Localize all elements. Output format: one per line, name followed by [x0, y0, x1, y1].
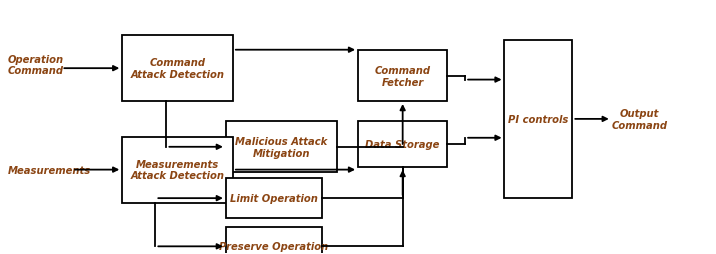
Text: Limit Operation: Limit Operation: [230, 193, 318, 203]
FancyBboxPatch shape: [358, 51, 448, 102]
FancyBboxPatch shape: [226, 179, 322, 218]
Text: PI controls: PI controls: [508, 115, 569, 124]
Text: Measurements
Attack Detection: Measurements Attack Detection: [130, 159, 225, 181]
FancyBboxPatch shape: [505, 41, 572, 198]
Text: Output
Command: Output Command: [611, 109, 668, 130]
FancyBboxPatch shape: [122, 137, 233, 203]
FancyBboxPatch shape: [122, 36, 233, 102]
Text: Command
Attack Detection: Command Attack Detection: [130, 58, 225, 80]
Text: Command
Fetcher: Command Fetcher: [374, 66, 430, 87]
Text: Operation
Command: Operation Command: [8, 54, 64, 76]
Text: Data Storage: Data Storage: [365, 140, 440, 150]
Text: Measurements: Measurements: [8, 165, 91, 175]
FancyBboxPatch shape: [358, 122, 448, 167]
Text: Malicious Attack
Mitigation: Malicious Attack Mitigation: [235, 136, 327, 158]
Text: Preserve Operation: Preserve Operation: [219, 241, 329, 251]
FancyBboxPatch shape: [226, 122, 337, 172]
FancyBboxPatch shape: [226, 227, 322, 254]
